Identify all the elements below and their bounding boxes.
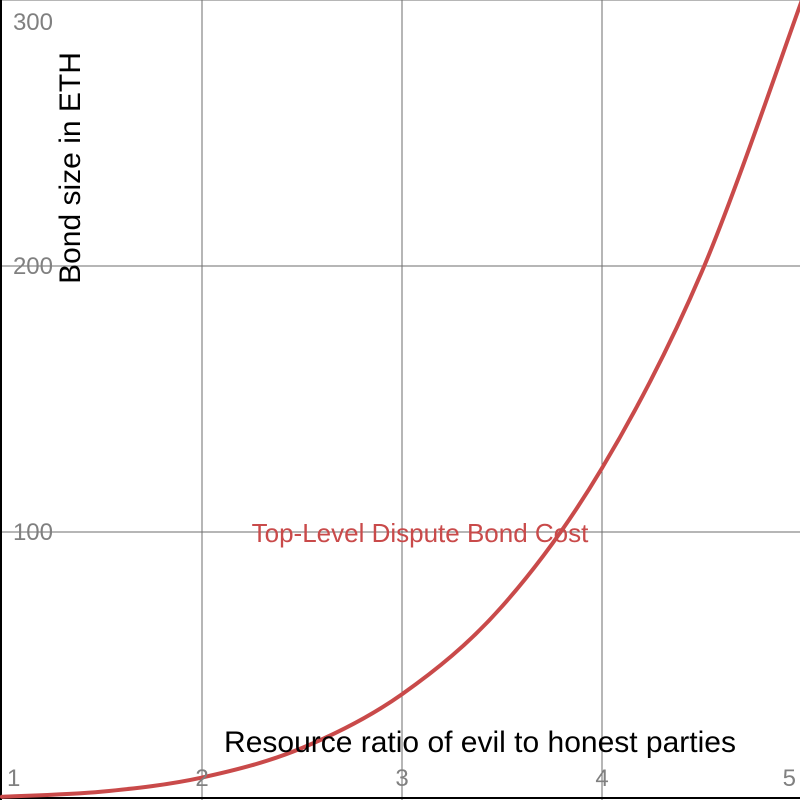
tick-labels: 1 2 3 4 5 300 200 100 <box>7 9 796 792</box>
y-axis-label: Bond size in ETH <box>54 52 87 284</box>
curve-annotation: Top-Level Dispute Bond Cost <box>252 518 590 548</box>
x-tick-label-1: 1 <box>7 765 20 792</box>
y-tick-label-200: 200 <box>13 253 53 280</box>
y-tick-label-100: 100 <box>13 519 53 546</box>
x-tick-label-5: 5 <box>783 765 796 792</box>
x-tick-label-2: 2 <box>195 765 208 792</box>
x-axis-label: Resource ratio of evil to honest parties <box>224 726 736 759</box>
y-tick-label-300: 300 <box>13 9 53 36</box>
x-tick-label-3: 3 <box>395 765 408 792</box>
x-tick-label-4: 4 <box>595 765 608 792</box>
